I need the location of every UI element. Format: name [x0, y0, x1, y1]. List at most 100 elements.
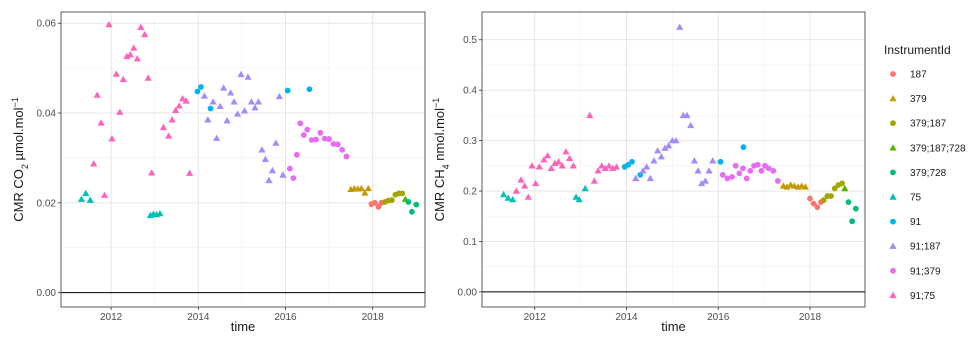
co2-point	[405, 199, 412, 205]
ch4-point	[719, 171, 726, 178]
co2-point	[244, 73, 252, 80]
ch4-point	[643, 163, 651, 170]
co2-point	[275, 92, 283, 100]
co2-point	[194, 88, 201, 95]
co2-point	[237, 70, 245, 78]
co2-y-axis-title: CMR CO2 µmol.mol−1	[10, 97, 30, 222]
ch4-point	[770, 167, 777, 174]
ch4-point	[810, 200, 817, 207]
co2-point	[182, 97, 190, 104]
ch4-y-axis-title-unit: nmol.mol	[432, 108, 447, 164]
ch4-point	[765, 165, 772, 172]
ch4-point	[687, 121, 695, 129]
co2-x-axis-title: time	[231, 319, 256, 334]
legend-label: 91;379	[910, 266, 941, 277]
ch4-x-axis-title: time	[661, 319, 686, 334]
co2-y-tick-label: 0.00	[37, 288, 57, 299]
ch4-point	[566, 154, 574, 161]
co2-point	[105, 20, 113, 28]
co2-point	[304, 126, 311, 133]
ch4-point	[852, 205, 859, 212]
ch4-point	[540, 156, 548, 163]
ch4-point	[598, 162, 606, 169]
legend-label: 91;75	[910, 291, 935, 302]
ch4-point	[547, 164, 555, 172]
co2-x-tick-label: 2018	[362, 312, 385, 323]
ch4-point	[724, 175, 731, 182]
ch4-point	[632, 174, 640, 182]
ch4-chart: 2012 2014 2016 2018 0.00 0.1 0.2 0.3 0.4 0.5 time…	[431, 11, 866, 334]
co2-point	[204, 116, 212, 123]
co2-point	[230, 98, 238, 105]
ch4-y-axis-title: CMR CH4 nmol.mol−1	[431, 98, 451, 222]
ch4-y-tick-label: 0.4	[463, 86, 477, 97]
ch4-point	[512, 187, 521, 194]
ch4-point	[528, 162, 536, 169]
ch4-point	[828, 193, 834, 199]
ch4-point	[801, 183, 809, 190]
ch4-point	[783, 183, 791, 190]
ch4-point	[581, 184, 589, 192]
ch4-point	[717, 158, 724, 165]
co2-point	[116, 108, 124, 115]
ch4-point	[743, 175, 750, 182]
legend-key-marker	[889, 144, 897, 151]
legend-key-marker	[890, 71, 896, 77]
legend-label: 75	[910, 193, 922, 204]
ch4-point	[814, 204, 821, 211]
ch4-point	[729, 173, 735, 180]
co2-y-tick-label: 0.02	[37, 198, 57, 209]
co2-point	[209, 98, 217, 105]
legend-label: 91;187	[910, 242, 941, 253]
ch4-point	[650, 157, 658, 164]
legend-key-marker	[890, 218, 896, 225]
ch4-point	[701, 177, 709, 184]
co2-x-tick-label: 2012	[100, 312, 123, 323]
co2-point	[226, 89, 235, 96]
co2-point	[179, 95, 187, 102]
ch4-point	[676, 23, 684, 30]
ch4-x-tick-label: 2018	[799, 312, 822, 323]
co2-point	[240, 107, 249, 114]
co2-point	[168, 116, 176, 123]
co2-point	[77, 195, 86, 202]
co2-point	[279, 171, 287, 178]
legend: InstrumentId 187 379 379;187 379;187;728 379…	[884, 43, 966, 305]
legend-key-marker	[890, 169, 896, 176]
ch4-point	[758, 167, 765, 174]
legend-key-marker	[889, 95, 897, 102]
ch4-point	[524, 193, 532, 200]
co2-point	[233, 110, 242, 117]
co2-point	[220, 84, 228, 91]
ch4-axis-ticks: 2012 2014 2016 2018 0.00 0.1 0.2 0.3 0.4 0.5	[458, 35, 822, 323]
co2-point	[148, 169, 156, 176]
ch4-point	[754, 161, 761, 168]
co2-point	[258, 146, 266, 153]
ch4-point	[709, 157, 717, 164]
co2-point	[216, 102, 224, 109]
co2-point	[213, 134, 221, 141]
co2-point	[133, 55, 141, 62]
ch4-point	[575, 195, 583, 203]
co2-point	[93, 91, 101, 98]
co2-point	[290, 175, 297, 182]
co2-point	[200, 92, 209, 99]
ch4-y-axis-title-part: CMR CH	[432, 169, 447, 221]
ch4-point	[839, 180, 845, 187]
co2-point	[371, 199, 378, 206]
legend-key-marker	[890, 120, 896, 127]
ch4-point	[601, 164, 609, 172]
co2-x-tick-label: 2016	[274, 312, 297, 323]
co2-point	[272, 139, 280, 146]
co2-point	[130, 44, 138, 51]
co2-point	[175, 102, 183, 109]
co2-point	[293, 151, 300, 158]
ch4-point	[517, 176, 525, 183]
co2-point	[261, 155, 270, 162]
legend-label: 91	[910, 217, 922, 228]
ch4-point	[774, 178, 781, 184]
ch4-point	[594, 167, 602, 174]
ch4-point	[747, 167, 754, 174]
ch4-point	[740, 165, 746, 172]
co2-point	[317, 129, 324, 136]
